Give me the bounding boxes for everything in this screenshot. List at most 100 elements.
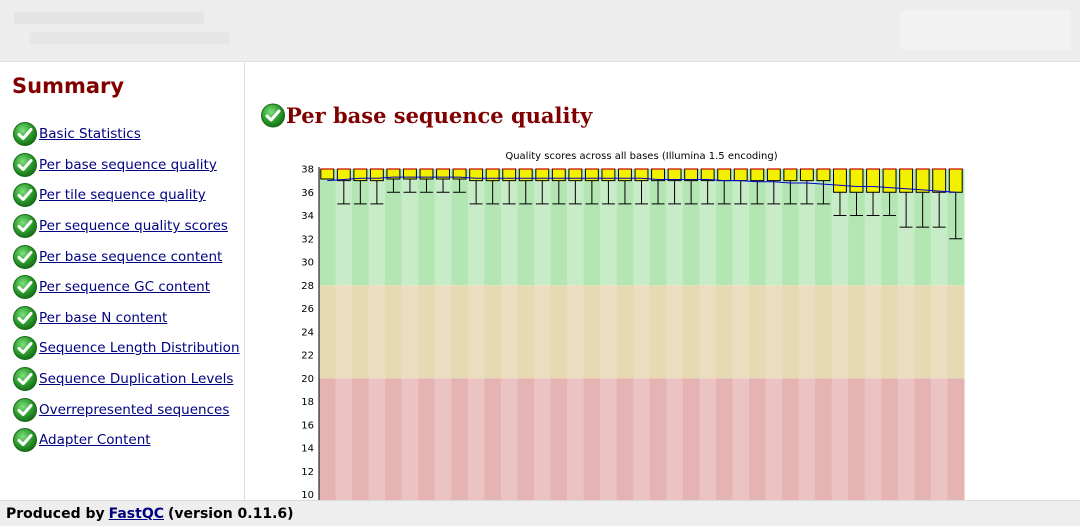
quality-zone-band xyxy=(732,285,750,379)
quality-zone-band xyxy=(583,378,601,500)
quartile-box xyxy=(833,168,847,193)
quality-zone-band xyxy=(500,285,518,379)
quartile-box xyxy=(667,168,682,182)
check-pass-icon xyxy=(13,122,37,147)
quality-zone-band xyxy=(798,169,816,286)
quality-zone-band xyxy=(897,378,915,500)
quality-zone-band xyxy=(352,378,370,500)
summary-item: Basic Statistics xyxy=(12,119,240,150)
quality-zone-band xyxy=(649,169,667,286)
summary-item: Per sequence GC content xyxy=(12,272,240,303)
quality-zone-band xyxy=(848,378,866,500)
y-tick-label: 14 xyxy=(301,444,314,455)
quality-zone-band xyxy=(831,169,849,286)
summary-title: Summary xyxy=(12,74,125,98)
quartile-box xyxy=(717,168,732,182)
quality-zone-band xyxy=(467,378,485,500)
quartile-box xyxy=(915,168,930,193)
summary-link[interactable]: Basic Statistics xyxy=(39,126,141,143)
check-pass-icon xyxy=(13,183,37,208)
summary-link[interactable]: Overrepresented sequences xyxy=(39,401,230,418)
quality-zone-band xyxy=(319,169,337,286)
quartile-box xyxy=(469,168,484,182)
quality-zone-band xyxy=(616,285,634,379)
summary-link[interactable]: Per tile sequence quality xyxy=(39,187,206,204)
quartile-box xyxy=(320,168,335,180)
quality-zone-band xyxy=(864,378,882,500)
module-title: Per base sequence quality xyxy=(286,103,593,128)
quality-zone-band xyxy=(467,285,485,379)
summary-link[interactable]: Per base sequence content xyxy=(39,248,223,265)
main-content: Per base sequence quality Quality scores… xyxy=(246,62,1080,500)
quality-zone-band xyxy=(715,285,733,379)
quartile-box xyxy=(502,168,517,182)
quality-zone-band xyxy=(864,169,882,286)
quality-zone-band xyxy=(633,285,651,379)
check-pass-icon xyxy=(13,214,37,239)
quality-zone-band xyxy=(567,169,585,286)
y-tick-label: 32 xyxy=(301,234,314,245)
y-tick-label: 22 xyxy=(301,351,314,362)
check-pass-icon xyxy=(13,275,37,300)
check-pass-icon xyxy=(13,152,37,177)
summary-item: Per base sequence content xyxy=(12,241,240,272)
summary-sidebar: Summary Basic Statistics Per base sequen… xyxy=(0,62,245,500)
summary-link[interactable]: Per sequence GC content xyxy=(39,279,211,296)
summary-item: Overrepresented sequences xyxy=(12,394,240,425)
quality-zone-band xyxy=(401,169,419,286)
quality-zone-band xyxy=(550,169,568,286)
blurred-header-text xyxy=(14,12,204,24)
y-tick-label: 36 xyxy=(301,188,314,199)
y-tick-label: 34 xyxy=(301,211,314,222)
quality-zone-band xyxy=(765,378,783,500)
quality-zone-band xyxy=(600,285,618,379)
quartile-box xyxy=(733,168,748,182)
summary-item: Per sequence quality scores xyxy=(12,211,240,242)
summary-link[interactable]: Sequence Duplication Levels xyxy=(39,371,234,388)
quartile-box xyxy=(948,168,963,193)
summary-link[interactable]: Sequence Length Distribution xyxy=(39,340,240,357)
quality-zone-band xyxy=(418,169,436,286)
quality-zone-band xyxy=(352,169,370,286)
quartile-box xyxy=(518,168,533,182)
quality-zone-band xyxy=(534,285,552,379)
summary-item: Sequence Duplication Levels xyxy=(12,364,240,395)
quality-zone-band xyxy=(765,169,783,286)
module-header: Per base sequence quality xyxy=(260,102,592,129)
quality-zone-band xyxy=(534,378,552,500)
quality-zone-band xyxy=(368,169,386,286)
quality-zone-band xyxy=(600,169,618,286)
quality-zone-band xyxy=(418,285,436,379)
quality-zone-band xyxy=(881,378,899,500)
y-tick-label: 12 xyxy=(301,467,314,478)
y-tick-label: 30 xyxy=(301,258,314,269)
quality-zone-band xyxy=(930,378,948,500)
summary-link[interactable]: Per sequence quality scores xyxy=(39,218,228,235)
quartile-box xyxy=(882,168,897,193)
summary-link[interactable]: Adapter Content xyxy=(39,432,151,449)
quality-zone-band xyxy=(385,169,403,286)
quality-zone-band xyxy=(914,285,932,379)
quartile-box xyxy=(766,168,781,182)
quality-zone-band xyxy=(749,169,767,286)
quality-zone-band xyxy=(616,169,634,286)
quartile-box xyxy=(700,168,715,182)
quality-zone-band xyxy=(633,169,651,286)
fastqc-link[interactable]: FastQC xyxy=(108,505,165,522)
quality-zone-band xyxy=(930,285,948,379)
quality-zone-band xyxy=(401,378,419,500)
quartile-box xyxy=(783,168,798,182)
quality-zone-band xyxy=(368,285,386,379)
quality-zone-band xyxy=(583,285,601,379)
summary-link[interactable]: Per base sequence quality xyxy=(39,156,217,173)
quality-zone-band xyxy=(500,169,518,286)
check-pass-icon xyxy=(13,244,37,269)
quality-zone-band xyxy=(732,169,750,286)
summary-item: Per tile sequence quality xyxy=(12,180,240,211)
summary-link[interactable]: Per base N content xyxy=(39,309,168,326)
quality-zone-band xyxy=(699,169,717,286)
y-tick-label: 10 xyxy=(301,490,314,500)
quality-zone-band xyxy=(848,169,866,286)
quality-zone-band xyxy=(782,285,800,379)
quartile-box xyxy=(601,168,616,182)
